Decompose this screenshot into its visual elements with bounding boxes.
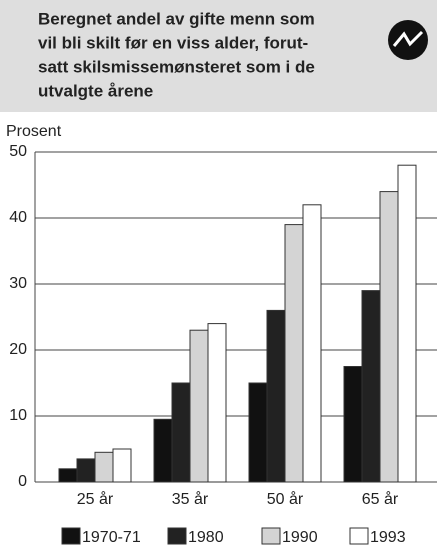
y-tick-label: 20 xyxy=(9,341,27,358)
x-tick-label: 25 år xyxy=(77,490,114,508)
y-tick-label: 0 xyxy=(18,473,27,490)
bar xyxy=(94,451,114,483)
bar xyxy=(379,191,399,483)
x-tick-label: 50 år xyxy=(267,490,304,508)
bar xyxy=(112,448,132,483)
legend-swatch xyxy=(349,527,369,545)
bar xyxy=(397,164,417,483)
bar xyxy=(207,323,227,483)
bar xyxy=(266,309,286,483)
bar xyxy=(58,468,78,483)
title-banner xyxy=(0,0,437,112)
x-tick-label: 35 år xyxy=(172,490,209,508)
bar xyxy=(343,366,363,483)
bar xyxy=(76,458,96,483)
bar xyxy=(171,382,191,483)
y-axis-label: Prosent xyxy=(6,123,62,140)
bar xyxy=(361,290,381,483)
legend-label: 1993 xyxy=(370,529,406,546)
y-tick-label: 30 xyxy=(9,275,27,292)
bar xyxy=(153,418,173,483)
y-tick-label: 40 xyxy=(9,209,27,226)
legend-label: 1990 xyxy=(282,529,318,546)
x-tick-label: 65 år xyxy=(362,490,399,508)
y-tick-label: 10 xyxy=(9,407,27,424)
legend-label: 1980 xyxy=(188,529,224,546)
logo-mark xyxy=(392,30,424,47)
legend-swatch xyxy=(61,527,81,545)
y-tick-label: 50 xyxy=(9,143,27,160)
chart-title: vil bli skilt før en viss alder, forut- xyxy=(38,33,308,52)
chart-title: Beregnet andel av gifte menn som xyxy=(38,9,315,28)
chart-title: utvalgte årene xyxy=(38,81,153,100)
bar xyxy=(302,204,322,483)
legend-swatch xyxy=(261,527,281,545)
chart-title: satt skilsmissemønsteret som i de xyxy=(38,57,315,76)
legend-swatch xyxy=(167,527,187,545)
legend-label: 1970-71 xyxy=(82,529,141,546)
bar xyxy=(284,224,304,483)
bar xyxy=(248,382,268,483)
bar xyxy=(189,329,209,483)
